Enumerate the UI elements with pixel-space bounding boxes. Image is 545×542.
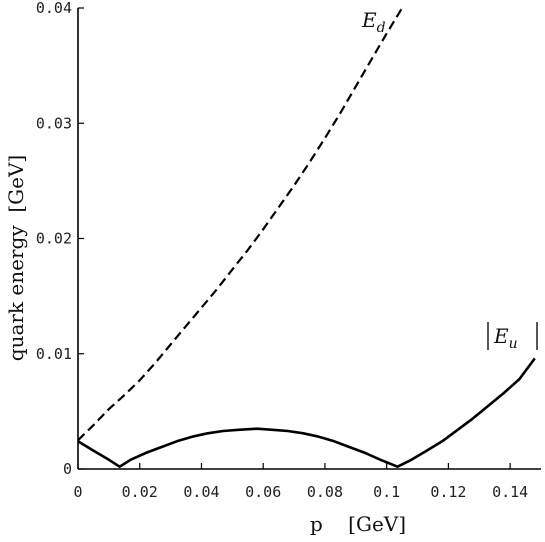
series-label-ed: Ed: [361, 8, 386, 36]
axes: [77, 8, 541, 470]
series-group: [77, 7, 536, 469]
y-axis-title: quark energy [GeV]: [4, 155, 28, 361]
series-label-ed-main: E: [361, 8, 377, 32]
x-tick-label-7: 0.14: [492, 483, 528, 501]
x-tick-label-5: 0.1: [373, 483, 400, 501]
series-line-1: [77, 357, 536, 469]
tick-labels: 0 0.02 0.04 0.06 0.08 0.1 0.12 0.14 0 0.01 0.02 0.0…: [36, 0, 528, 501]
x-axis-title: p [GeV]: [310, 512, 406, 536]
series-label-eu-sub: u: [509, 336, 518, 352]
x-tick-label-6: 0.12: [430, 483, 466, 501]
y-tick-label-4: 0.04: [36, 0, 72, 17]
x-tick-label-4: 0.08: [307, 483, 343, 501]
series-label-ed-sub: d: [377, 20, 386, 36]
y-tick-label-3: 0.03: [36, 114, 72, 132]
series-label-eu: Eu: [487, 322, 538, 352]
ticks: [77, 7, 511, 470]
series-label-eu-text: Eu: [493, 324, 518, 352]
y-tick-label-2: 0.02: [36, 230, 72, 248]
x-tick-label-2: 0.04: [183, 483, 219, 501]
series-line-0: [77, 7, 404, 441]
x-tick-label-3: 0.06: [245, 483, 281, 501]
x-tick-label-0: 0: [73, 483, 82, 501]
y-tick-label-0: 0: [63, 460, 72, 478]
series-label-eu-main: E: [493, 324, 509, 348]
x-tick-label-1: 0.02: [122, 483, 158, 501]
y-tick-label-1: 0.01: [36, 345, 72, 363]
